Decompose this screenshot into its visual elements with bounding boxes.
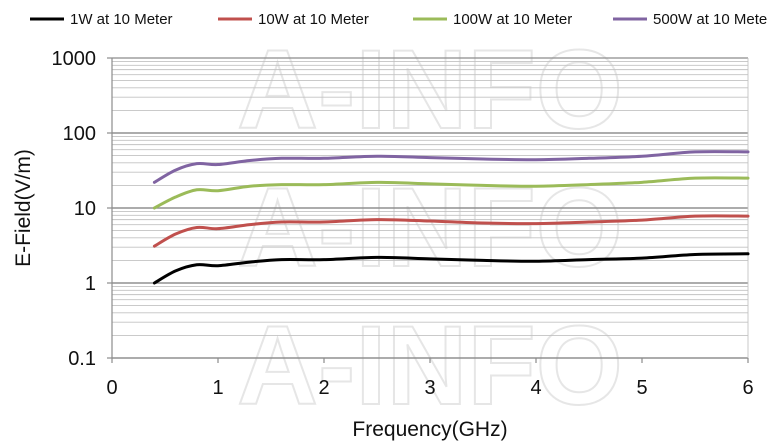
series-line-100w-at-10-meter [152,176,750,210]
series-line-1w-at-10-meter [152,252,750,285]
watermark-text: A-INFO [237,303,623,428]
legend: 1W at 10 Meter 10W at 10 Meter 100W at 10 … [30,11,768,28]
series-line-10w-at-10-meter [152,214,750,248]
y-tick-label: 10 [74,198,96,220]
legend-label-10w-at-10-meter: 10W at 10 Meter [258,11,369,28]
y-tick-label: 1000 [52,48,97,70]
y-axis-title: E-Field(V/m) [12,149,35,267]
series-line-500w-at-10-meter [152,150,750,184]
axes: 0 1 2 3 4 5 6 0.1 1 10 100 1000 [52,48,754,399]
legend-label-1w-at-10-meter: 1W at 10 Meter [70,11,173,28]
watermark-text: A-INFO [237,27,623,152]
x-tick-label: 4 [530,377,541,399]
legend-label-100w-at-10-meter: 100W at 10 Meter [453,11,572,28]
y-tick-label: 100 [63,123,96,145]
y-tick-label: 1 [85,273,96,295]
x-tick-label: 0 [106,377,117,399]
x-tick-label: 3 [424,377,435,399]
x-axis-title: Frequency(GHz) [352,418,507,441]
x-tick-label: 2 [318,377,329,399]
legend-label-500w-at-10-meter: 500W at 10 Meter [653,11,768,28]
x-tick-label: 6 [742,377,753,399]
y-tick-label: 0.1 [68,348,96,370]
x-tick-label: 1 [212,377,223,399]
series-lines [152,150,750,285]
x-tick-label: 5 [636,377,647,399]
